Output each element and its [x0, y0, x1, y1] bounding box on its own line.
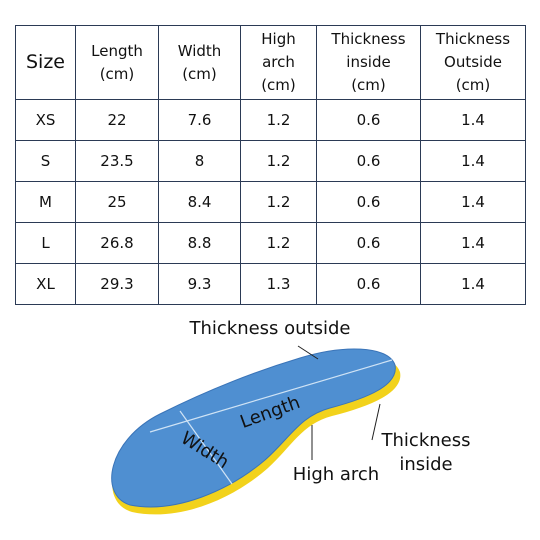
header-line: (cm) — [261, 76, 296, 94]
header-line: (cm) — [455, 76, 491, 94]
table-cell: 0.6 — [316, 263, 421, 305]
length-line — [149, 359, 393, 433]
table-cell: 1.4 — [420, 181, 526, 223]
table-cell: 1.3 — [240, 263, 317, 305]
table-row: M 25 8.4 1.2 0.6 1.4 — [15, 181, 526, 223]
table-row: S 23.5 8 1.2 0.6 1.4 — [15, 140, 526, 182]
header-cell: High arch (cm) — [240, 25, 317, 100]
pointer-inside — [371, 403, 381, 441]
header-line: Thickness — [435, 30, 511, 48]
header-line: (cm) — [99, 64, 135, 83]
table-cell: S — [15, 140, 76, 182]
thickness-inside-label: inside — [399, 454, 452, 475]
header-line: (cm) — [182, 64, 217, 83]
table-cell: 1.4 — [420, 99, 526, 141]
table-cell: L — [15, 222, 76, 264]
width-line — [179, 410, 233, 485]
header-line: inside — [346, 53, 391, 71]
table-cell: 22 — [75, 99, 159, 141]
table-cell: 1.4 — [420, 263, 526, 305]
table-row: XS 22 7.6 1.2 0.6 1.4 — [15, 99, 526, 141]
table-cell: 26.8 — [75, 222, 159, 264]
header-line: High — [261, 30, 296, 48]
table-cell: 1.2 — [240, 140, 317, 182]
table-cell: XL — [15, 263, 76, 305]
table-cell: 1.2 — [240, 222, 317, 264]
table-cell: 0.6 — [316, 99, 421, 141]
table-cell: 8.4 — [158, 181, 241, 223]
table-cell: 0.6 — [316, 140, 421, 182]
header-cell: Size — [15, 25, 76, 100]
table-cell: 7.6 — [158, 99, 241, 141]
header-line: Length — [91, 41, 143, 60]
table-cell: 1.4 — [420, 140, 526, 182]
header-line: arch — [262, 53, 295, 71]
table-cell: 1.4 — [420, 222, 526, 264]
table-cell: 0.6 — [316, 222, 421, 264]
table-cell: XS — [15, 99, 76, 141]
header-cell: Length (cm) — [75, 25, 159, 100]
header-cell: Thickness Outside (cm) — [420, 25, 526, 100]
header-line: Size — [25, 51, 65, 73]
table-cell: 1.2 — [240, 99, 317, 141]
table-cell: 29.3 — [75, 263, 159, 305]
table-cell: 0.6 — [316, 181, 421, 223]
table-cell: 23.5 — [75, 140, 159, 182]
table-cell: 9.3 — [158, 263, 241, 305]
header-cell: Thickness inside (cm) — [316, 25, 421, 100]
insole-top — [111, 348, 396, 508]
thickness-inside-label: Thickness — [381, 430, 471, 451]
thickness-outside-label: Thickness outside — [188, 318, 350, 339]
table-cell: 25 — [75, 181, 159, 223]
size-table: Size Length (cm) Width (cm) High arch (cm) Thick… — [15, 25, 526, 305]
table-row: XL 29.3 9.3 1.3 0.6 1.4 — [15, 263, 526, 305]
pointer-outside — [297, 345, 319, 360]
header-line: (cm) — [351, 76, 386, 94]
table-body: XS 22 7.6 1.2 0.6 1.4 S 23.5 8 1.2 0.6 1.4 M 25 8.4 1.2… — [15, 99, 526, 305]
header-line: Width — [177, 41, 222, 60]
header-row: Size Length (cm) Width (cm) High arch (cm) Thick… — [15, 25, 526, 100]
table-cell: 8.8 — [158, 222, 241, 264]
header-line: Thickness — [331, 30, 406, 48]
table-row: L 26.8 8.8 1.2 0.6 1.4 — [15, 222, 526, 264]
table-cell: 1.2 — [240, 181, 317, 223]
table-cell: M — [15, 181, 76, 223]
insole-diagram: Thickness outside Length Width Thickness… — [111, 318, 471, 515]
high-arch-label: High arch — [293, 464, 379, 485]
header-line: Outside — [444, 53, 502, 71]
table-cell: 8 — [158, 140, 241, 182]
header-cell: Width (cm) — [158, 25, 241, 100]
